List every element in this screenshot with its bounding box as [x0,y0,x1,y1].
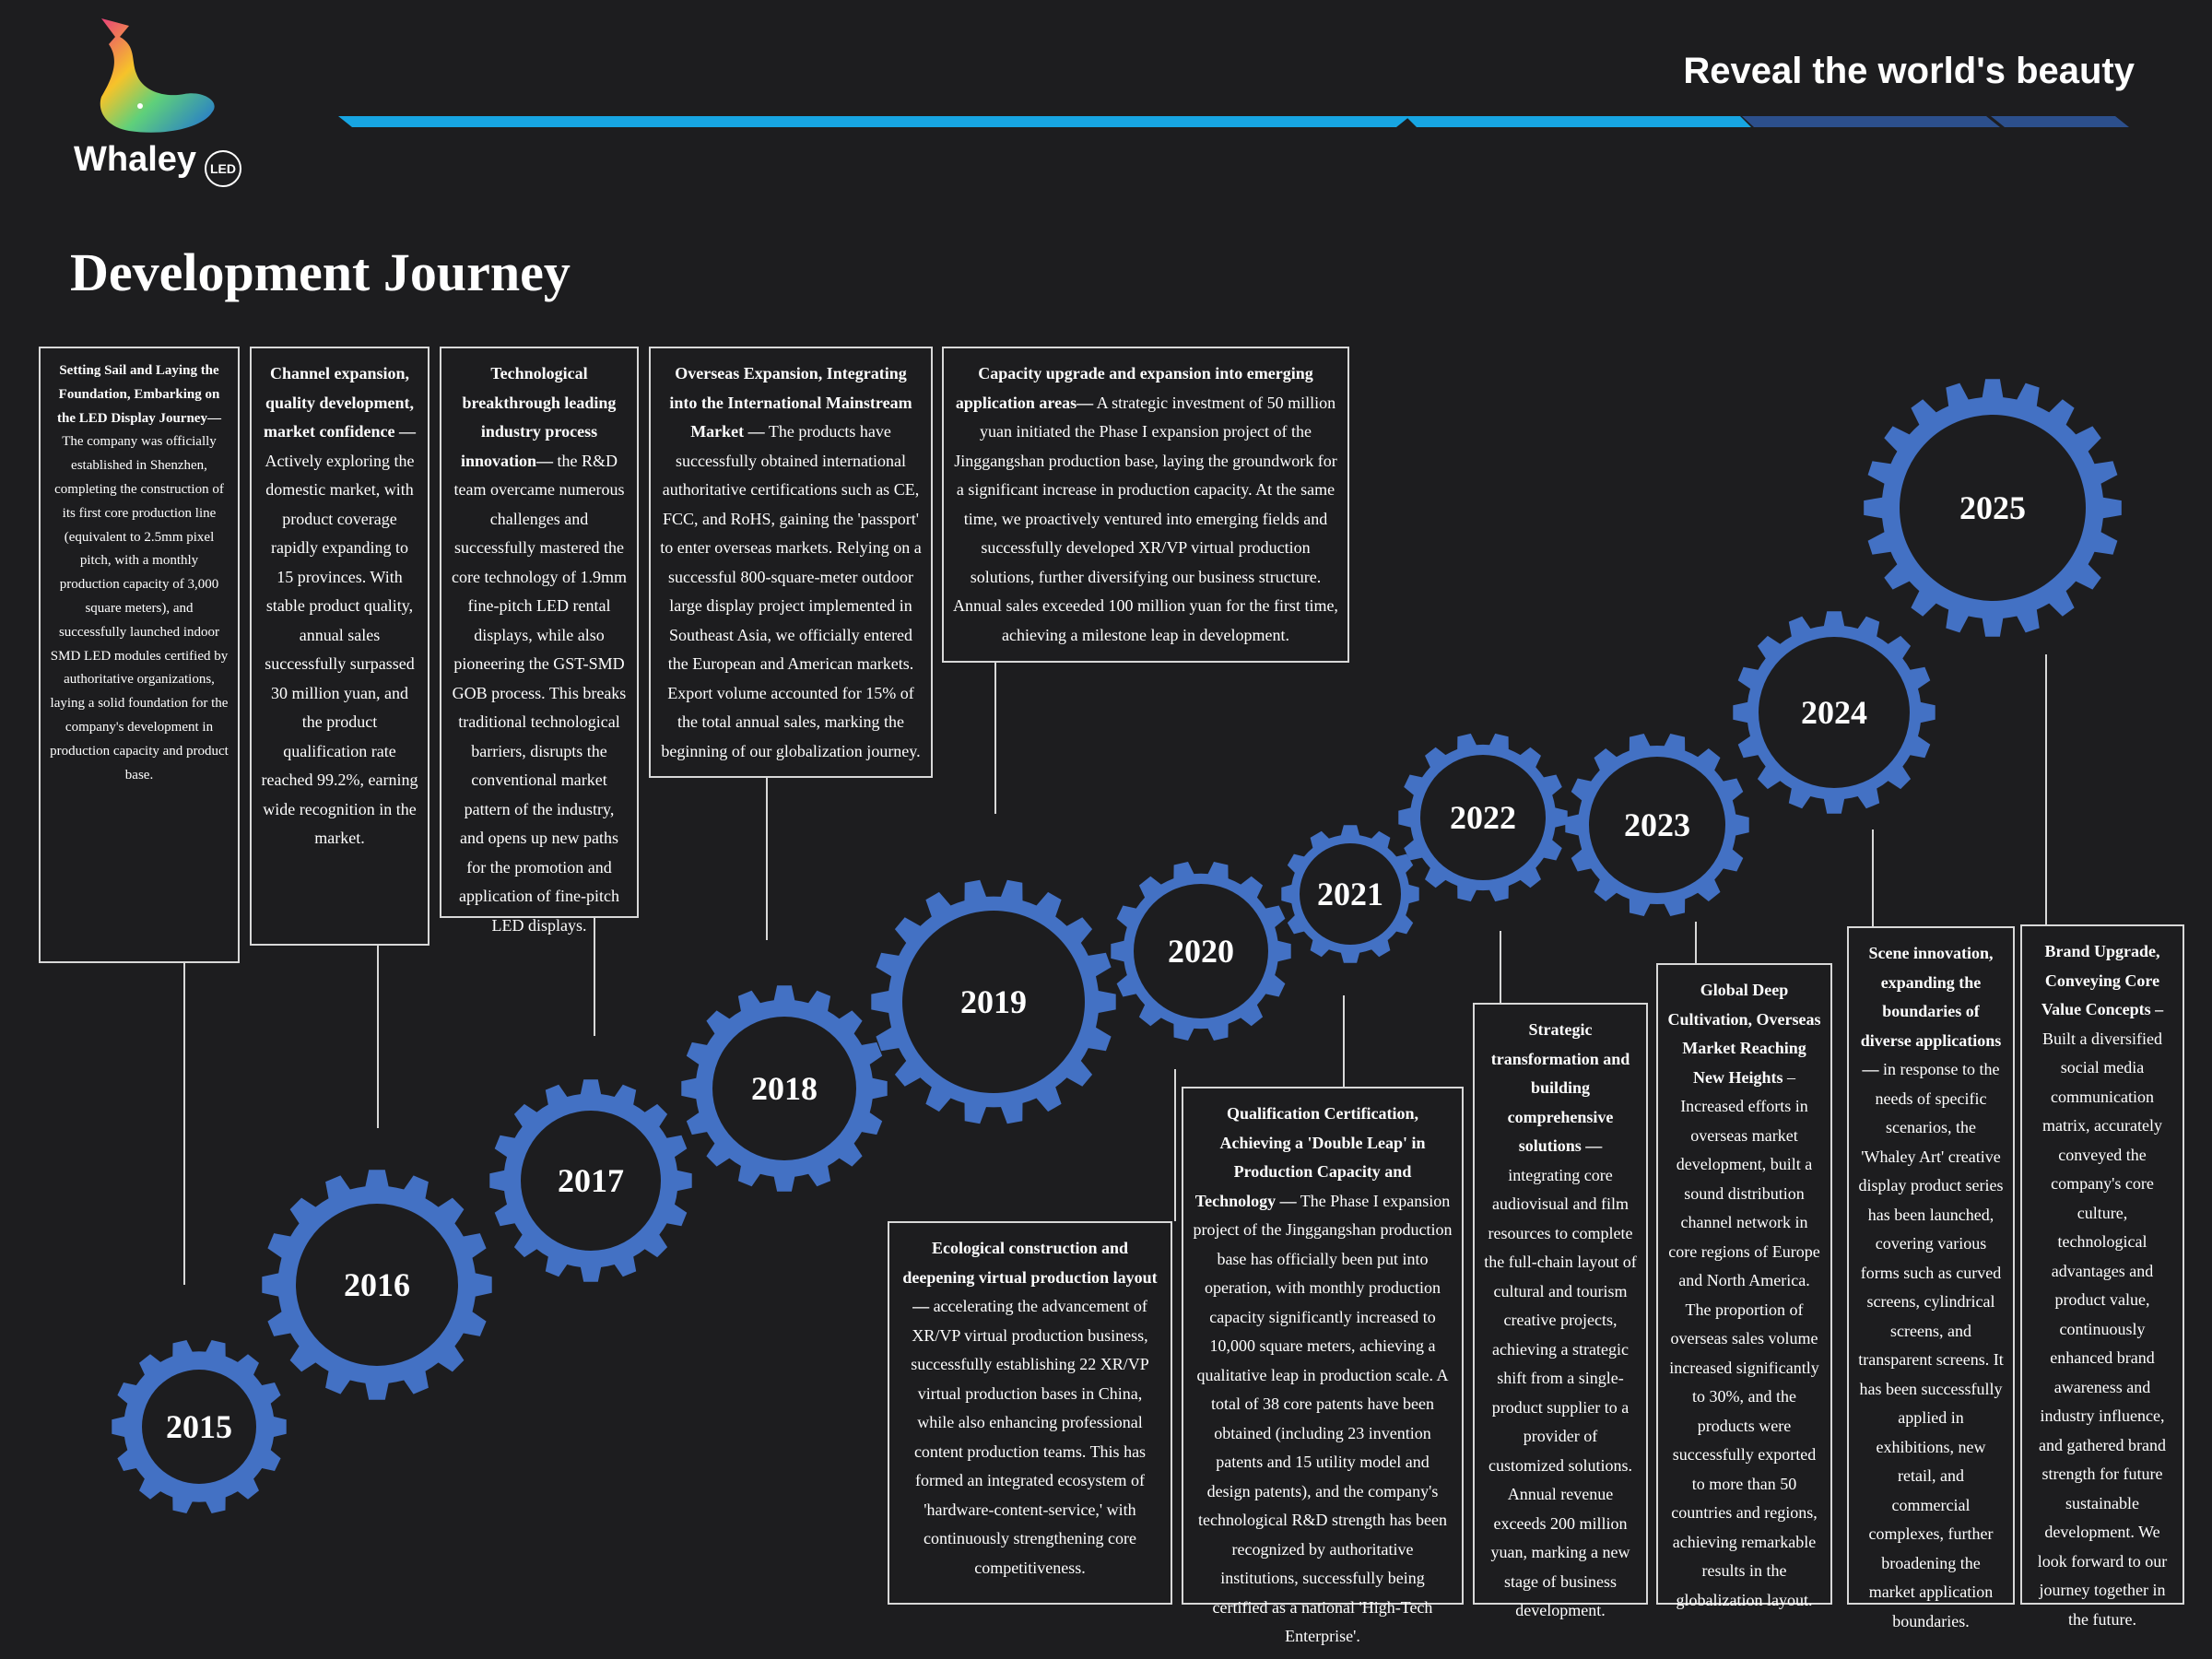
milestone-box-2022: Strategic transformation and building co… [1473,1003,1648,1619]
milestone-text: Built a diversified social media communi… [2037,1029,2168,1629]
year-label: 2015 [166,1408,232,1445]
brand-name: Whaley [74,140,197,179]
milestone-text: accelerating the advancement of XR/VP vi… [911,1297,1149,1577]
milestone-box-2015: Setting Sail and Laying the Foundation, … [39,347,240,963]
milestone-title: Channel expansion, quality development, … [264,364,416,441]
gear-icon [489,1079,692,1282]
milestone-box-2018: Overseas Expansion, Integrating into the… [649,347,933,778]
year-label: 2017 [558,1162,624,1199]
milestone-title: Ecological construction and deepening vi… [902,1239,1158,1315]
milestone-text: – Increased efforts in overseas market d… [1668,1067,1820,1609]
whale-logo-icon [100,18,215,133]
gear-icon [262,1170,492,1400]
header-tagline: Reveal the world's beauty [1683,51,2135,91]
gear-icon [681,985,888,1192]
milestone-text: A strategic investment of 50 million yua… [953,393,1338,644]
year-label: 2023 [1624,806,1690,843]
milestone-title: Global Deep Cultivation, Overseas Market… [1667,981,1821,1087]
milestone-box-2023: Global Deep Cultivation, Overseas Market… [1656,963,1832,1609]
year-label: 2021 [1317,876,1383,912]
milestone-box-2016: Channel expansion, quality development, … [250,347,429,946]
milestone-title: Qualification Certification, Achieving a… [1194,1104,1426,1210]
year-label: 2025 [1959,489,2026,526]
year-label: 2024 [1801,694,1867,731]
milestone-box-2025: Brand Upgrade, Conveying Core Value Conc… [2020,924,2184,1629]
milestone-box-2024: Scene innovation, expanding the boundari… [1847,926,2015,1630]
year-label: 2016 [344,1266,410,1303]
milestone-box-2019: Capacity upgrade and expansion into emer… [942,347,1349,663]
milestone-text: in response to the needs of specific sce… [1858,1060,2004,1630]
milestone-box-2021: Qualification Certification, Achieving a… [1182,1087,1464,1645]
milestone-title: Technological breakthrough leading indus… [460,364,617,470]
milestone-title: Scene innovation, expanding the boundari… [1860,944,2002,1078]
milestone-title: Setting Sail and Laying the Foundation, … [57,363,221,426]
milestone-text: integrating core audiovisual and film re… [1484,1165,1637,1620]
milestone-text: The products have successfully obtained … [660,422,922,760]
milestone-box-2017: Technological breakthrough leading indus… [440,347,639,935]
year-label: 2019 [960,983,1027,1020]
milestone-title: Brand Upgrade, Conveying Core Value Conc… [2041,942,2164,1018]
milestone-title: Overseas Expansion, Integrating into the… [669,364,912,441]
milestone-text: The Phase I expansion project of the Jin… [1193,1191,1453,1646]
year-label: 2018 [751,1070,818,1107]
milestone-text: Actively exploring the domestic market, … [261,451,418,848]
year-label: 2020 [1168,933,1234,970]
milestone-title: Capacity upgrade and expansion into emer… [955,364,1313,412]
milestone-box-2020: Ecological construction and deepening vi… [888,1221,1172,1605]
gear-icon [112,1340,287,1513]
milestone-text: the R&D team overcame numerous challenge… [452,451,627,935]
milestone-text: The company was officially established i… [50,434,229,782]
brand-led-badge: LED [205,150,241,187]
year-label: 2022 [1450,799,1516,836]
page-title: Development Journey [70,242,571,302]
milestone-title: Strategic transformation and building co… [1490,1020,1630,1155]
